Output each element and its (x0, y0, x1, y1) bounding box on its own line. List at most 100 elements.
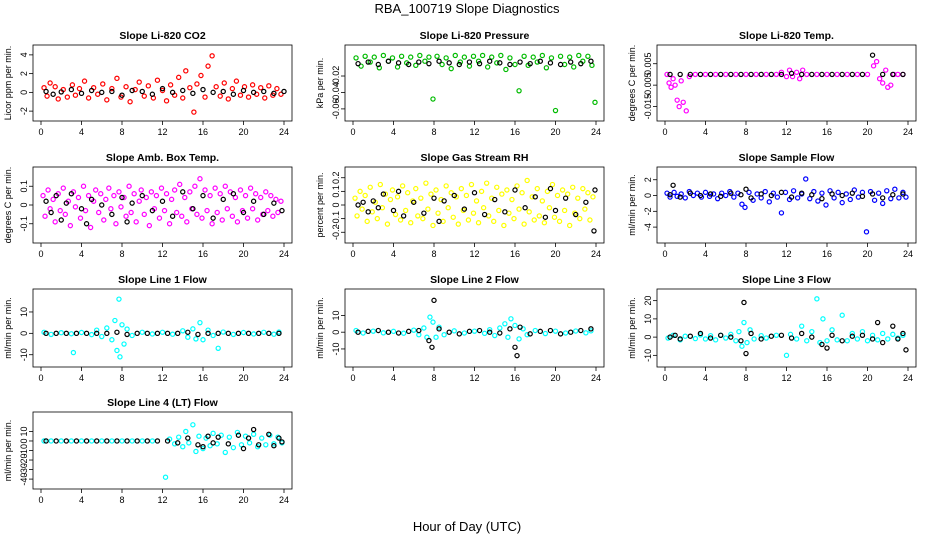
data-point-colored (418, 195, 424, 201)
data-point-black (195, 331, 201, 338)
x-tick-label: 0 (38, 495, 43, 505)
data-point-colored (524, 332, 530, 338)
data-point-colored (814, 296, 820, 302)
data-point-black (63, 200, 70, 206)
data-point-colored (128, 209, 134, 216)
x-tick-label: 4 (391, 249, 396, 259)
data-point-black (557, 61, 564, 68)
data-point-colored (99, 333, 105, 340)
panel-title: Slope Line 1 Flow (118, 274, 208, 286)
data-point-colored (58, 330, 64, 336)
data-point-colored (835, 189, 841, 196)
y-axis-label: percent per min. (315, 172, 325, 237)
data-point-black (276, 435, 282, 441)
data-point-black (200, 86, 206, 93)
data-point-black (355, 60, 361, 67)
data-point-colored (45, 187, 51, 193)
data-point-black (859, 332, 866, 338)
data-point-colored (582, 206, 588, 212)
data-point-colored (773, 71, 780, 78)
data-point-colored (119, 438, 125, 444)
data-point-black (190, 206, 196, 212)
data-point-colored (544, 188, 551, 195)
data-point-black (471, 190, 478, 196)
data-point-black (48, 209, 54, 216)
data-point-colored (77, 215, 84, 221)
x-tick-label: 16 (822, 249, 832, 259)
data-point-colored (763, 335, 769, 341)
data-point-colored (371, 54, 377, 60)
data-point-black (798, 190, 805, 196)
data-point-black (446, 329, 452, 335)
data-point-black (809, 334, 815, 340)
data-point-black (124, 219, 130, 225)
data-point-colored (226, 434, 233, 440)
data-point-colored (532, 327, 538, 334)
panel-4: Slope Amb. Box Temp. 0 4 8 12 16 20 24 -0.1 0 0.1 d… (3, 152, 293, 259)
plot-frame (656, 44, 917, 122)
data-point-colored (104, 325, 110, 331)
data-point-colored (873, 58, 880, 65)
data-point-black (768, 192, 775, 199)
y-tick-label: -2 (19, 107, 29, 115)
data-point-colored (234, 219, 241, 225)
data-point-colored (222, 183, 228, 189)
data-point-colored (530, 54, 536, 60)
data-point-black (99, 89, 105, 96)
data-point-colored (275, 209, 281, 216)
data-point-colored (182, 194, 188, 201)
data-point-black (512, 344, 518, 350)
data-point-black (365, 59, 371, 65)
data-point-black (839, 338, 845, 344)
data-point-black (154, 438, 161, 444)
data-point-colored (146, 222, 153, 229)
data-point-black (758, 191, 764, 197)
data-point-colored (494, 184, 500, 190)
data-point-colored (398, 53, 405, 59)
data-point-black (68, 86, 75, 93)
data-point-black (416, 327, 422, 334)
data-point-colored (511, 215, 517, 222)
data-point-black (869, 52, 876, 58)
data-point-black (687, 333, 694, 339)
data-point-black (250, 198, 257, 204)
data-point-colored (739, 201, 745, 207)
data-point-black (859, 71, 866, 78)
data-point-black (522, 205, 528, 211)
data-point-black (159, 85, 166, 92)
data-point-colored (210, 430, 216, 437)
data-point-black (497, 330, 503, 336)
data-point-colored (519, 190, 525, 196)
data-point-colored (197, 319, 203, 326)
data-point-colored (744, 339, 750, 346)
data-point-black (271, 90, 277, 97)
data-point-black (869, 336, 876, 342)
data-point-colored (362, 53, 368, 59)
plot-frame (344, 166, 605, 244)
data-point-black (185, 435, 191, 441)
y-tick-label: 20 (643, 296, 653, 306)
data-point-black (83, 221, 90, 227)
data-point-black (395, 330, 402, 336)
data-point-black (63, 438, 70, 444)
data-point-black (436, 326, 442, 332)
data-point-black (405, 61, 412, 68)
data-point-colored (217, 191, 223, 197)
data-point-black (517, 324, 523, 330)
x-tick-label: 12 (469, 249, 479, 259)
data-point-colored (739, 343, 745, 349)
x-tick-label: 16 (510, 373, 520, 383)
data-point-colored (443, 183, 449, 189)
data-point-black (839, 71, 845, 78)
y-tick-label: 0 (331, 330, 341, 335)
data-point-black (375, 61, 382, 68)
data-point-black (738, 71, 744, 78)
data-point-black (93, 330, 100, 337)
data-point-black (717, 332, 724, 338)
data-point-black (421, 210, 427, 216)
data-point-colored (249, 82, 256, 88)
data-point-black (809, 192, 815, 198)
data-point-colored (116, 189, 122, 195)
data-point-colored (439, 61, 445, 68)
data-point-black (456, 61, 463, 68)
